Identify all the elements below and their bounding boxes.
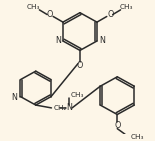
Text: CH₃: CH₃ — [71, 92, 85, 98]
Text: N: N — [66, 103, 72, 112]
Text: O: O — [77, 61, 83, 70]
Text: N: N — [55, 37, 61, 46]
Text: CH₃: CH₃ — [131, 134, 144, 140]
Text: N: N — [12, 93, 18, 102]
Text: O: O — [46, 10, 52, 19]
Text: O: O — [108, 10, 114, 19]
Text: CH₃: CH₃ — [27, 4, 40, 10]
Text: CH₃: CH₃ — [120, 4, 133, 10]
Text: N: N — [99, 37, 105, 46]
Text: CH₂: CH₂ — [53, 105, 67, 111]
Text: O: O — [114, 121, 120, 130]
